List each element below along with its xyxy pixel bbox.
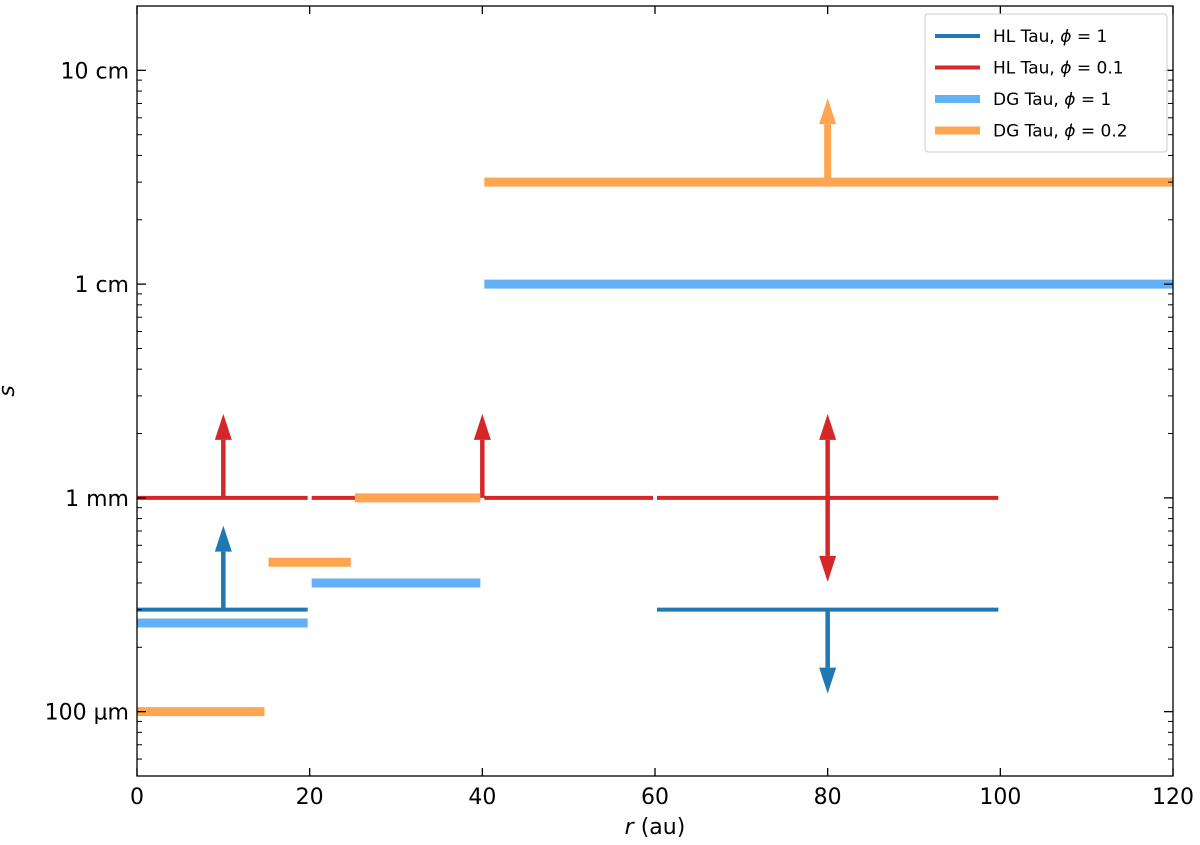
legend-label: HL Tau, ϕ = 1 [993,27,1107,47]
x-tick-label: 40 [468,785,496,810]
hl-tau-phi-1-arrow-down [819,609,837,694]
plot-content [137,98,1173,717]
legend-label: DG Tau, ϕ = 1 [993,90,1111,110]
x-tick-label: 100 [979,785,1021,810]
arrow-head [214,413,232,440]
y-tick-label: 10 cm [60,59,129,84]
series-hl-tau-phi-0-1 [137,413,999,582]
arrow-head [819,667,837,694]
axis-ticks [136,5,1174,777]
x-tick-label: 80 [814,785,842,810]
x-tick-label: 60 [641,785,669,810]
axis-tick-labels: 0 20 40 60 80 100 120 100 µm 1 mm 1 cm 10 cm [45,59,1194,810]
legend-label: DG Tau, ϕ = 0.2 [993,122,1128,142]
legend-item-hl-tau-phi-1: HL Tau, ϕ = 1 [935,27,1107,47]
legend-item-dg-tau-phi-0-2: DG Tau, ϕ = 0.2 [935,122,1128,142]
hl-tau-phi-0-1-arrow-both [819,413,837,582]
hl-tau-phi-1-arrow-up [214,525,232,610]
x-tick-label: 120 [1152,785,1194,810]
hl-tau-phi-0-1-arrow-up [473,413,491,498]
arrow-head [819,98,837,125]
hl-tau-phi-0-1-arrow-up [214,413,232,498]
y-tick-label: 1 cm [74,273,129,298]
legend-item-dg-tau-phi-1: DG Tau, ϕ = 1 [935,90,1111,110]
legend-box [924,13,1168,153]
y-tick-label: 100 µm [45,701,129,726]
series-hl-tau-phi-1 [137,525,999,694]
x-tick-label: 20 [296,785,324,810]
x-tick-label: 0 [130,785,144,810]
arrow-head [819,413,837,440]
legend-item-hl-tau-phi-0-1: HL Tau, ϕ = 0.1 [935,59,1124,79]
y-tick-label: 1 mm [65,487,129,512]
arrow-head [819,555,837,582]
legend: HL Tau, ϕ = 1 HL Tau, ϕ = 0.1 DG Tau, ϕ = … [924,13,1168,153]
series-dg-tau-phi-1 [137,279,1173,628]
dg-tau-phi-0-2-arrow-up [819,98,837,183]
arrow-head [473,413,491,440]
x-axis-label: r (au) [625,815,686,840]
legend-label: HL Tau, ϕ = 0.1 [993,59,1124,79]
series-dg-tau-phi-0-2 [137,98,1173,717]
y-axis-label: s [0,385,20,396]
arrow-head [214,525,232,552]
